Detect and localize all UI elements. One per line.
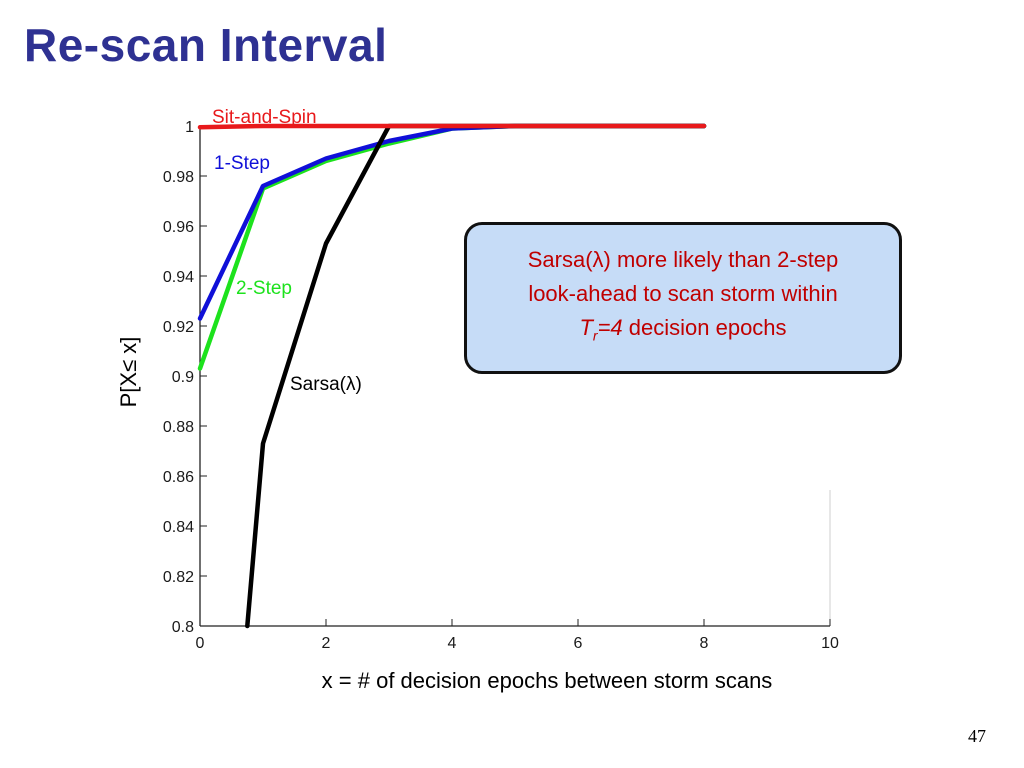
series-lines [197, 123, 707, 629]
callout-box: Sarsa(λ) more likely than 2-step look-ah… [464, 222, 902, 374]
callout-T-symbol: T [579, 315, 593, 341]
slide-title: Re-scan Interval [24, 19, 388, 71]
series-label-sarsa: Sarsa(λ) [290, 374, 362, 395]
y-tick-label: 0.98 [163, 169, 194, 186]
callout-line-1: Sarsa(λ) more likely than 2-step [527, 247, 839, 273]
page-number: 47 [968, 726, 986, 746]
series-label-sit-and-spin: Sit-and-Spin [212, 107, 317, 128]
y-tick-label: 0.9 [172, 369, 194, 386]
y-tick-label: 0.92 [163, 319, 194, 336]
callout-rest: decision epochs [622, 315, 787, 341]
x-tick-label: 2 [322, 635, 331, 652]
x-tick-label: 0 [196, 635, 205, 652]
y-tick-label: 0.8 [172, 619, 194, 636]
series-line-sit-and-spin [197, 123, 707, 130]
callout-text: Sarsa(λ) more likely than 2-step look-ah… [528, 243, 839, 352]
x-tick-label: 10 [821, 635, 839, 652]
axis-ticks: 0.80.820.840.860.880.90.920.940.960.9810… [163, 119, 839, 652]
y-tick-label: 0.88 [163, 419, 194, 436]
series-label-2-step: 2-Step [236, 278, 292, 299]
y-tick-label: 0.82 [163, 569, 194, 586]
x-tick-label: 4 [448, 635, 457, 652]
callout-equals: =4 [597, 315, 623, 341]
series-labels: Sit-and-Spin 1-Step 2-Step Sarsa(λ) [212, 107, 362, 395]
y-tick-label: 0.96 [163, 219, 194, 236]
series-label-1-step: 1-Step [214, 153, 270, 174]
callout-line-2: look-ahead to scan storm within [528, 281, 838, 307]
y-axis-title: P[X≤ x] [116, 337, 141, 408]
y-tick-label: 0.86 [163, 469, 194, 486]
y-tick-label: 1 [185, 119, 194, 136]
y-tick-label: 0.84 [163, 519, 194, 536]
x-tick-label: 6 [574, 635, 583, 652]
callout-subscript: r [592, 327, 598, 344]
y-tick-label: 0.94 [163, 269, 194, 286]
x-tick-label: 8 [700, 635, 709, 652]
x-axis-title: x = # of decision epochs between storm s… [322, 668, 773, 693]
callout-line-3: Tr=4 decision epochs [528, 311, 839, 352]
